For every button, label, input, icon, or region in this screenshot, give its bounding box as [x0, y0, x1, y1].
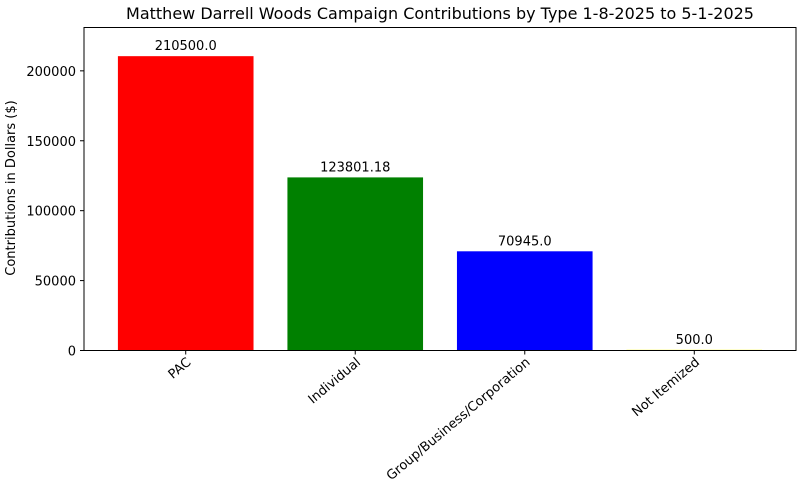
bars-group: [117, 56, 763, 351]
x-axis: PAC Individual Group/Business/Corporation N…: [166, 350, 703, 484]
bar-value-label-3: 500.0: [676, 333, 713, 348]
bar-2: [456, 251, 593, 351]
y-axis-label: Contributions in Dollars ($): [4, 100, 19, 275]
y-tick-label-2: 100000: [26, 205, 76, 220]
bar-value-label-2: 70945.0: [498, 234, 552, 249]
chart-title: Matthew Darrell Woods Campaign Contribut…: [126, 4, 754, 23]
y-tick-label-4: 200000: [26, 65, 76, 80]
x-tick-label-3: Not Itemized: [629, 355, 702, 420]
y-tick-label-3: 150000: [26, 135, 76, 150]
y-axis: 0 50000 100000 150000 200000: [26, 65, 84, 360]
value-labels-group: 210500.0 123801.18 70945.0 500.0: [155, 39, 713, 348]
y-tick-label-1: 50000: [35, 275, 76, 290]
bar-value-label-0: 210500.0: [155, 39, 217, 54]
x-tick-label-1: Individual: [306, 355, 364, 407]
x-tick-label-2: Group/Business/Corporation: [384, 355, 533, 484]
y-tick-label-0: 0: [68, 345, 76, 360]
bar-value-label-1: 123801.18: [320, 160, 390, 175]
bar-0: [117, 56, 254, 351]
x-tick-label-0: PAC: [166, 355, 195, 382]
plot-frame: [83, 27, 797, 351]
bar-1: [287, 177, 424, 351]
